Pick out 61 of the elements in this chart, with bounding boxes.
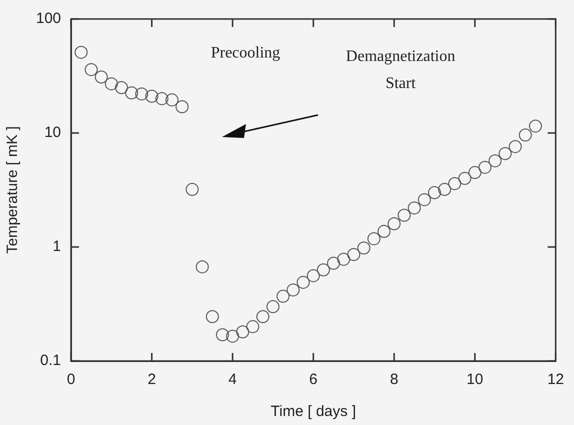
- y-tick-label: 1: [52, 238, 62, 256]
- point: [458, 172, 472, 185]
- x-tick-label: 0: [66, 371, 76, 388]
- y-tick-label: 10: [44, 124, 62, 142]
- point: [337, 252, 350, 266]
- point: [518, 128, 532, 142]
- point: [438, 182, 452, 196]
- x-tick-label: 10: [466, 371, 484, 388]
- point: [256, 310, 270, 324]
- y-tick-label: 100: [36, 10, 62, 28]
- point: [165, 93, 178, 106]
- point: [226, 330, 240, 343]
- point: [286, 283, 300, 296]
- point: [367, 232, 380, 246]
- point: [125, 86, 138, 100]
- point: [135, 87, 148, 100]
- x-tick-label: 8: [390, 371, 398, 388]
- point: [327, 256, 340, 270]
- point: [246, 320, 260, 334]
- point: [488, 154, 502, 168]
- y-axis-title: Temperature [ mK ]: [4, 126, 22, 254]
- point: [316, 263, 330, 276]
- point: [498, 147, 512, 160]
- point: [388, 217, 401, 230]
- point: [176, 100, 189, 114]
- point: [508, 140, 522, 154]
- annotation: Precooling: [210, 44, 280, 62]
- point: [216, 328, 229, 342]
- point: [398, 208, 411, 222]
- point: [266, 300, 280, 314]
- x-tick-label: 6: [309, 371, 318, 388]
- point: [428, 186, 441, 200]
- point: [357, 242, 370, 254]
- point: [468, 166, 482, 180]
- point: [145, 90, 158, 103]
- point: [84, 63, 98, 76]
- point: [155, 92, 168, 106]
- point: [276, 290, 290, 303]
- annotation: Demagnetization Start: [346, 48, 456, 92]
- point: [196, 260, 209, 274]
- point: [306, 269, 320, 282]
- point: [347, 248, 360, 261]
- point: [528, 120, 542, 133]
- x-tick-label: 2: [148, 371, 156, 388]
- point: [296, 276, 310, 289]
- y-tick-label: 0.1: [40, 352, 62, 370]
- point: [186, 182, 199, 196]
- point: [378, 224, 391, 238]
- point: [418, 193, 431, 206]
- x-tick-label: 12: [547, 371, 564, 388]
- x-tick-label: 4: [228, 371, 237, 388]
- x-axis-title: Time [ days ]: [270, 403, 356, 420]
- point: [408, 201, 421, 214]
- point: [478, 160, 492, 174]
- point: [94, 70, 108, 84]
- point: [104, 77, 118, 90]
- point: [448, 177, 462, 190]
- point: [115, 81, 128, 94]
- point: [206, 310, 219, 324]
- point: [236, 325, 250, 338]
- point: [74, 46, 88, 59]
